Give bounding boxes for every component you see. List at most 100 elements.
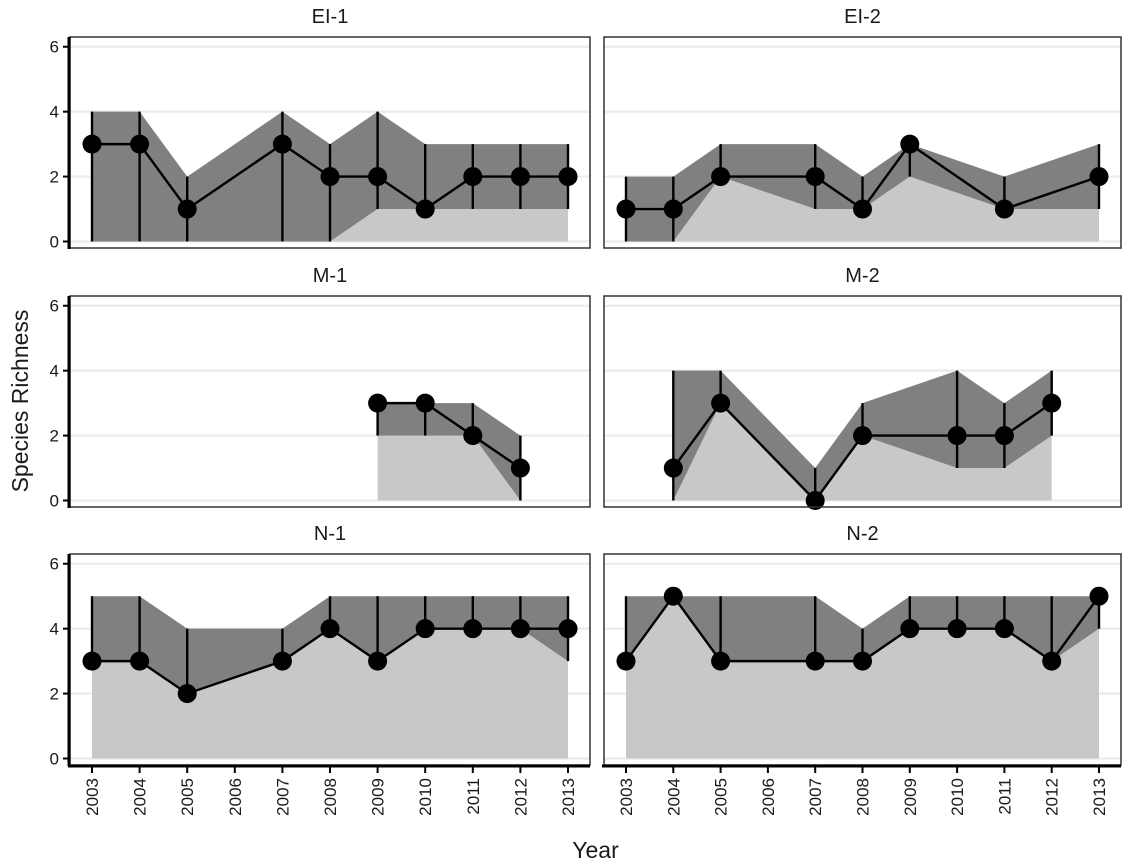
panel-data <box>90 596 570 759</box>
x-tick-label: 2012 <box>1043 778 1062 816</box>
x-tick-label: 2008 <box>854 778 873 816</box>
y-tick-label: 2 <box>50 427 59 446</box>
y-axis-m-1: 0 2 4 6 <box>50 296 71 511</box>
x-tick-label: 2006 <box>759 778 778 816</box>
data-point-2013 <box>558 167 578 187</box>
panel-data <box>376 403 522 501</box>
data-point-2009 <box>368 167 388 187</box>
data-point-2005 <box>177 199 197 219</box>
data-point-2010 <box>947 619 967 639</box>
y-tick-label: 4 <box>50 620 59 639</box>
x-tick-label: 2010 <box>416 778 435 816</box>
data-point-2008 <box>853 651 872 671</box>
x-axis-n-2: 2003 2004 2005 2006 2007 2008 2009 2010 2011 2012… <box>602 764 1121 816</box>
data-point-2008 <box>320 167 340 187</box>
data-point-2009 <box>900 619 920 639</box>
x-tick-label: 2006 <box>226 778 245 816</box>
data-point-2004 <box>663 586 683 606</box>
panel-data <box>624 144 1101 242</box>
data-point-2007 <box>272 134 292 154</box>
data-point-2008 <box>853 199 872 219</box>
x-tick-label: 2003 <box>83 778 102 816</box>
data-point-2004 <box>130 134 150 154</box>
panel-data <box>624 596 1101 759</box>
lower-range-area <box>92 628 568 759</box>
data-point-2010 <box>415 393 435 413</box>
series-line <box>92 142 568 211</box>
panel-title: EI-1 <box>312 6 349 28</box>
series-line <box>92 627 568 695</box>
x-tick-label: 2004 <box>664 778 683 816</box>
y-axis-n-1: 0 2 4 6 <box>50 554 71 769</box>
series-line <box>377 401 522 470</box>
data-point-2005 <box>711 651 731 671</box>
data-point-2007 <box>272 651 292 671</box>
y-tick-label: 2 <box>50 168 59 187</box>
lower-range-area <box>626 596 1099 759</box>
y-tick-label: 0 <box>50 233 59 252</box>
y-tick-label: 0 <box>50 492 59 511</box>
data-point-2007 <box>805 651 825 671</box>
panel-m-1: M-1 <box>69 265 591 508</box>
data-point-2003 <box>82 134 102 154</box>
data-point-2011 <box>994 619 1014 639</box>
data-point-2008 <box>320 619 340 639</box>
data-point-2007 <box>805 491 825 511</box>
data-point-2005 <box>711 167 731 187</box>
x-tick-label: 2005 <box>712 778 731 816</box>
x-tick-label: 2011 <box>464 778 483 815</box>
data-point-2012 <box>510 458 530 478</box>
data-point-2003 <box>82 651 102 671</box>
panel-title: M-2 <box>845 265 879 287</box>
data-point-2008 <box>853 426 872 446</box>
data-point-2010 <box>415 199 435 219</box>
panel-border <box>603 295 1122 508</box>
x-tick-label: 2007 <box>273 778 292 816</box>
panel-ei-2: EI-2 <box>603 6 1122 249</box>
data-point-2005 <box>711 393 731 413</box>
panel-title: M-1 <box>313 265 347 287</box>
data-point-2012 <box>1042 393 1062 413</box>
x-tick-label: 2009 <box>901 778 920 816</box>
data-point-2012 <box>510 619 530 639</box>
x-tick-label: 2013 <box>1090 778 1109 816</box>
panel-title: EI-2 <box>844 6 881 28</box>
x-tick-label: 2013 <box>559 778 578 816</box>
data-point-2004 <box>663 458 683 478</box>
data-point-2009 <box>368 651 388 671</box>
y-tick-label: 6 <box>50 297 59 316</box>
y-tick-label: 4 <box>50 362 59 381</box>
data-point-2011 <box>994 199 1014 219</box>
data-point-2005 <box>177 684 197 704</box>
data-point-2011 <box>463 426 483 446</box>
panel-title: N-1 <box>314 523 346 545</box>
lower-range-area <box>626 176 1099 242</box>
panel-ei-1: EI-1 <box>69 6 591 249</box>
data-point-2012 <box>510 167 530 187</box>
min-max-range-area <box>626 596 1099 662</box>
data-point-2007 <box>805 167 825 187</box>
x-tick-label: 2010 <box>948 778 967 816</box>
min-max-range-area <box>377 403 521 501</box>
y-tick-label: 4 <box>50 103 59 122</box>
panel-n-2: N-2 <box>603 523 1122 766</box>
data-point-2004 <box>663 199 683 219</box>
data-point-2004 <box>130 651 150 671</box>
x-tick-label: 2008 <box>321 778 340 816</box>
data-point-2009 <box>368 393 388 413</box>
x-axis-title: Year <box>572 837 619 863</box>
min-max-range-area <box>92 596 568 694</box>
data-point-2013 <box>1089 167 1109 187</box>
y-tick-label: 0 <box>50 750 59 769</box>
y-tick-label: 6 <box>50 555 59 574</box>
panel-m-2: M-2 <box>603 265 1122 511</box>
data-point-2010 <box>415 619 435 639</box>
data-point-2012 <box>1042 651 1062 671</box>
data-point-2010 <box>947 426 967 446</box>
y-axis-title: Species Richness <box>7 310 33 493</box>
panel-n-1: N-1 <box>69 523 591 766</box>
chart-axes: 0 2 4 6 0 2 4 6 0 2 4 6 2003 2004 2005 2006 2007 2008 2009… <box>50 37 1121 816</box>
y-tick-label: 2 <box>50 685 59 704</box>
data-point-2013 <box>1089 586 1109 606</box>
data-point-2011 <box>463 167 483 187</box>
